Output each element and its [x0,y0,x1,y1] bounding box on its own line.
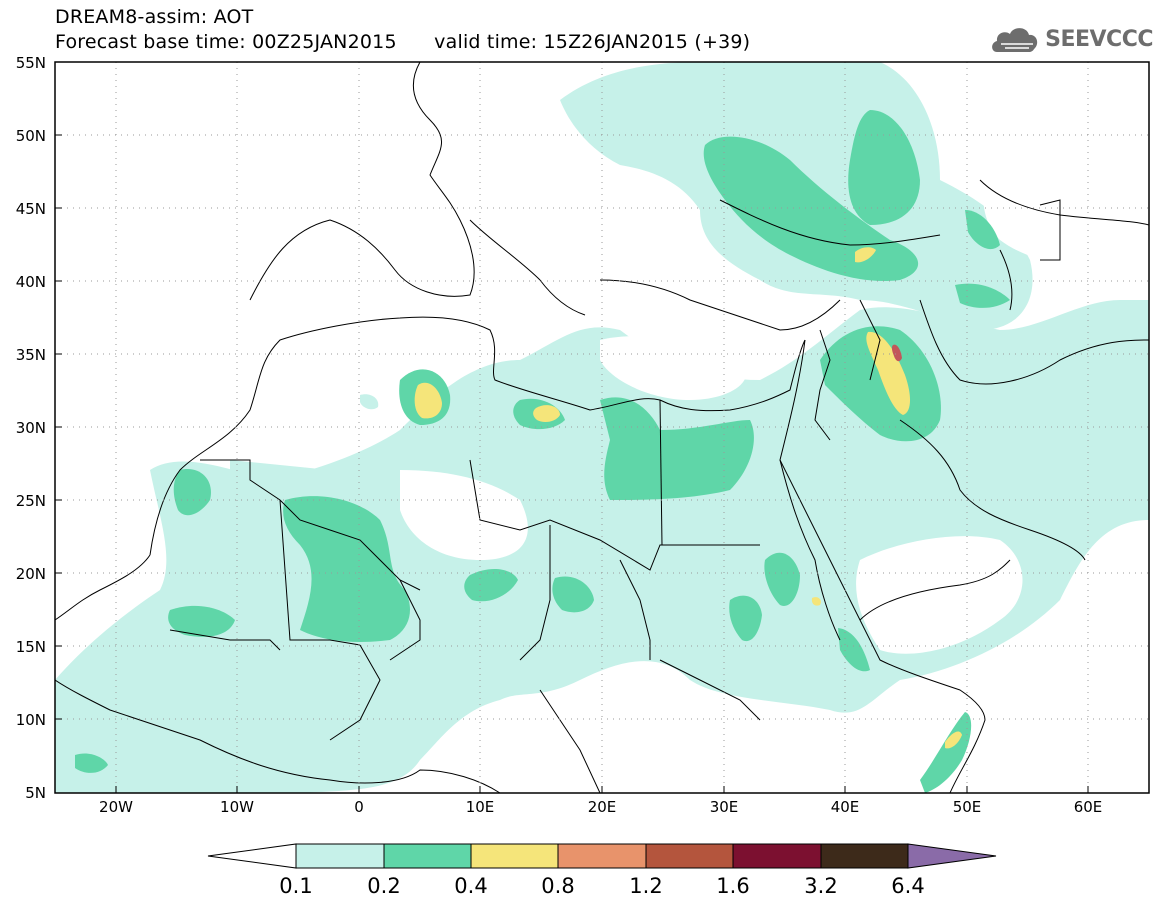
lon-label: 30E [710,798,739,816]
lon-label: 0 [354,798,364,816]
lat-label: 35N [16,346,46,364]
latitude-labels: 55N 50N 45N 40N 35N 30N 25N 20N 15N 10N … [16,54,46,802]
colorbar-box [732,843,822,869]
lat-label: 30N [16,419,46,437]
lon-label: 20E [588,798,617,816]
colorbar-tick: 0.2 [367,874,400,898]
lat-label: 25N [16,492,46,510]
lon-label: 50E [953,798,982,816]
aot-level-1-2 [891,344,902,362]
colorbar-arrow-high [907,843,997,869]
colorbar-tick: 0.1 [279,874,312,898]
lat-label: 20N [16,565,46,583]
colorbar: 0.1 0.2 0.4 0.8 1.2 1.6 3.2 6.4 [207,843,997,898]
axis-ticks [55,61,1089,793]
aot-below-threshold [289,117,1149,654]
map-gridlines [55,62,1149,793]
colorbar-tick: 3.2 [804,874,837,898]
colorbar-box [383,843,472,869]
forecast-times: Forecast base time: 00Z25JAN2015 valid t… [55,31,751,53]
colorbar-tick: 1.2 [629,874,662,898]
colorbar-tick: 6.4 [891,874,924,898]
lon-label: 60E [1074,798,1103,816]
lon-label: 40E [831,798,860,816]
seevccc-logo: SEEVCCC [989,22,1153,56]
lon-label: 10E [466,798,495,816]
colorbar-box [820,843,909,869]
colorbar-tick: 1.6 [716,874,749,898]
logo-text: SEEVCCC [1045,26,1153,52]
colorbar-tick: 0.8 [541,874,574,898]
aot-level-0-2 [75,110,1010,793]
colorbar-box [645,843,734,869]
lon-label: 10W [220,798,254,816]
lat-label: 45N [16,200,46,218]
colorbar-arrow-low [207,843,297,869]
chart-title: DREAM8-assim: AOT [55,6,254,28]
lat-label: 5N [25,784,46,802]
colorbar-box [295,843,385,869]
lat-label: 40N [16,273,46,291]
lat-label: 55N [16,54,46,72]
lat-label: 10N [16,711,46,729]
lat-label: 15N [16,638,46,656]
colorbar-box [470,843,559,869]
aot-fields [55,62,1149,793]
cloud-icon [992,28,1038,52]
lat-label: 50N [16,127,46,145]
lon-label: 20W [99,798,133,816]
colorbar-box [557,843,647,869]
longitude-labels: 20W 10W 0 10E 20E 30E 40E 50E 60E [99,798,1102,816]
colorbar-tick: 0.4 [454,874,487,898]
